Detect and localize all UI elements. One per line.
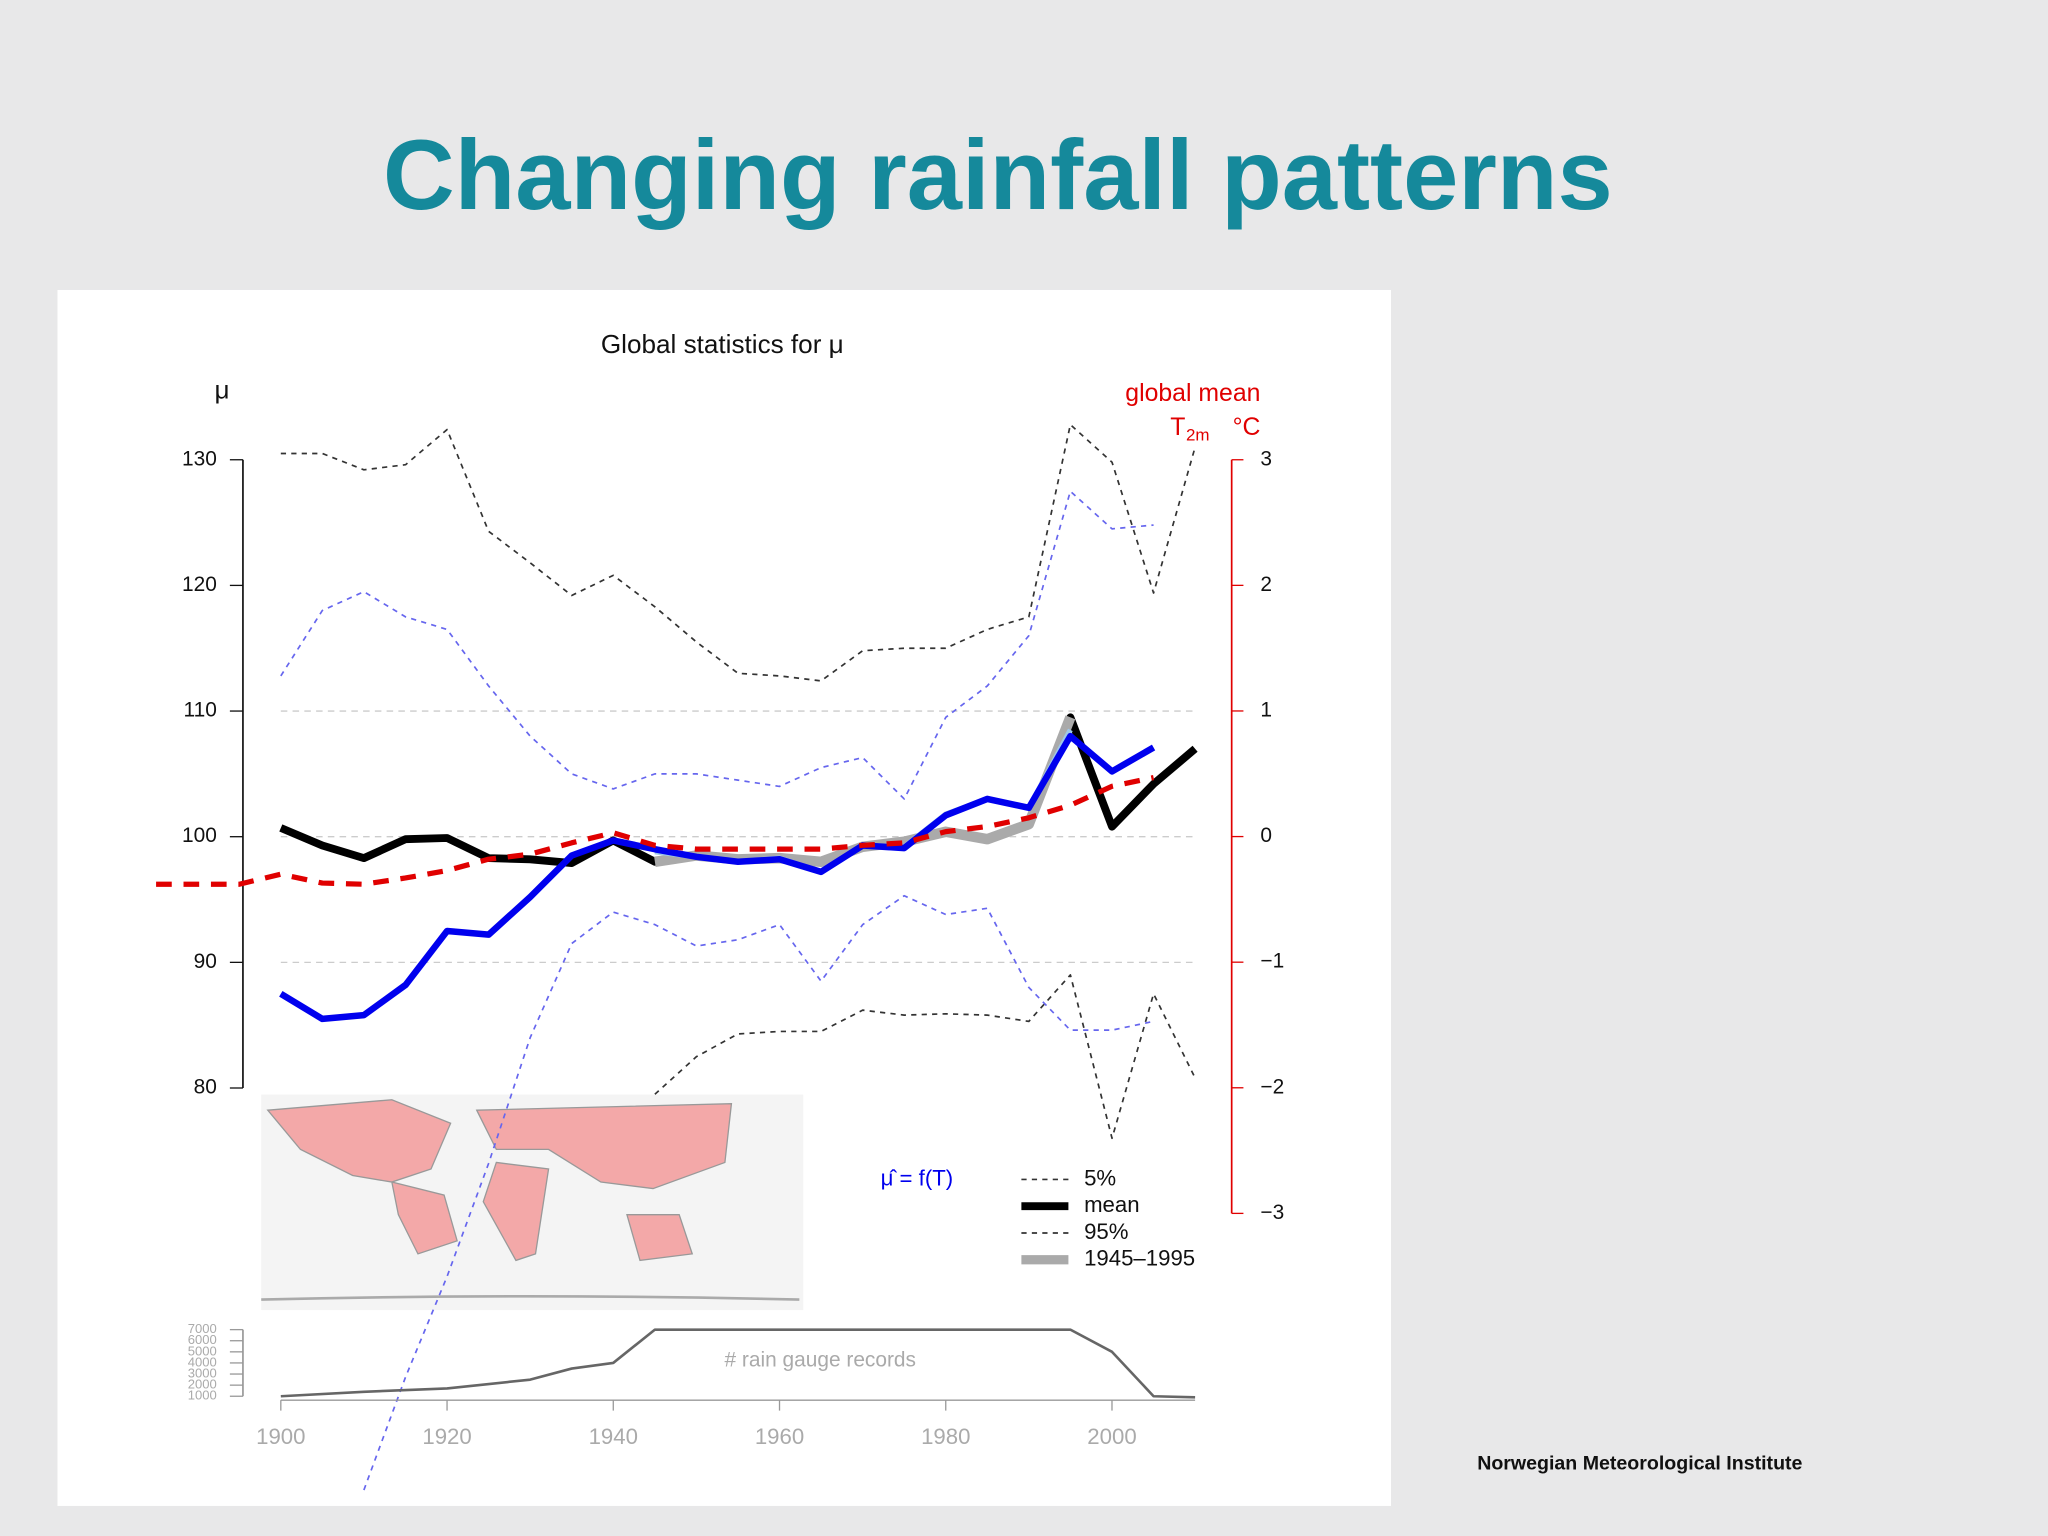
chart-panel	[57, 289, 1392, 1506]
y2-tick-label: −2	[1260, 1075, 1284, 1098]
legend-label: 5%	[1084, 1165, 1116, 1190]
x-tick-label: 1960	[755, 1424, 804, 1449]
y-axis-label: μ	[215, 375, 230, 405]
y2-tick-label: 3	[1260, 447, 1272, 470]
y-tick-label: 6000	[188, 1332, 217, 1347]
y2-tick-label: −3	[1260, 1201, 1284, 1224]
y2-axis-symbol: T	[1170, 414, 1185, 441]
y2-tick-label: 2	[1260, 573, 1272, 596]
series-line	[280, 1328, 1196, 1399]
y2-tick-label: 0	[1260, 824, 1272, 847]
y-tick-label: 110	[184, 699, 217, 722]
series-line	[654, 974, 1196, 1140]
y-tick-label: 1000	[188, 1388, 217, 1403]
y2-axis-unit: °C	[1233, 414, 1261, 441]
chart-title: Global statistics for μ	[601, 329, 844, 359]
x-tick-label: 1940	[589, 1424, 638, 1449]
y-tick-label: 5000	[188, 1343, 217, 1358]
legend-label: mean	[1084, 1192, 1140, 1217]
y-tick-label: 7000	[188, 1321, 217, 1336]
legend-label: μ̂ = f(T)	[881, 1165, 954, 1190]
series-line	[156, 774, 1155, 887]
legend-label: 1945–1995	[1084, 1246, 1195, 1271]
x-tick-label: 2000	[1087, 1424, 1136, 1449]
y-tick-label: 3000	[188, 1365, 217, 1380]
y2-tick-label: −1	[1260, 950, 1284, 973]
series-line	[280, 490, 1154, 800]
x-tick-label: 1900	[256, 1424, 305, 1449]
panel-label: # rain gauge records	[725, 1348, 916, 1371]
legend-label: 95%	[1084, 1219, 1128, 1244]
footer: Norwegian Meteorological Institute	[1477, 1452, 1802, 1474]
y-tick-label: 90	[194, 950, 217, 973]
y-tick-label: 2000	[188, 1377, 217, 1392]
y-tick-label: 130	[182, 447, 217, 470]
y-tick-label: 4000	[188, 1354, 217, 1369]
y-tick-label: 120	[182, 573, 217, 596]
series-line	[280, 423, 1196, 682]
slide-title: Changing rainfall patterns	[383, 120, 1613, 231]
y-tick-label: 100	[182, 824, 217, 847]
y2-axis-subscript: 2m	[1186, 426, 1210, 445]
x-tick-label: 1980	[921, 1424, 970, 1449]
world-map	[261, 1094, 804, 1311]
series-line	[279, 732, 1156, 1023]
y-tick-label: 80	[194, 1076, 217, 1099]
x-tick-label: 1920	[422, 1424, 471, 1449]
y2-tick-label: 1	[1260, 698, 1272, 721]
y2-axis-label: global mean	[1125, 380, 1260, 407]
